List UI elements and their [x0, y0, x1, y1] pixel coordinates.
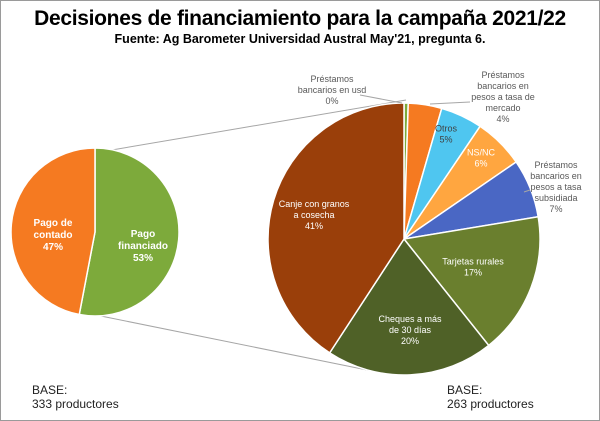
label-pago-financiado: Pago financiado 53% — [118, 229, 168, 264]
label-prestamos-bancarios-en-pesos-a-tasa-subsidiada: Préstamos bancarios en pesos a tasa subsidi… — [530, 160, 582, 214]
leader-subsidiada — [523, 189, 531, 193]
slice-pago-de-contado — [10, 147, 96, 316]
label-canje-con-granos-a-cosecha: Canje con granos a cosecha 41% — [279, 199, 350, 231]
label-otros: Otros 5% — [435, 124, 458, 145]
label-pago-de-contado: Pago de contado 47% — [34, 218, 73, 253]
base-left-value: 333 productores — [32, 397, 119, 411]
base-left: BASE: 333 productores — [32, 383, 119, 411]
base-right-value: 263 productores — [447, 397, 534, 411]
chart-title: Decisiones de financiamiento para la cam… — [34, 7, 566, 30]
slice-canje-con-granos-a-cosecha — [267, 102, 405, 354]
base-left-label: BASE: — [32, 383, 68, 397]
chart-subtitle: Fuente: Ag Barometer Universidad Austral… — [114, 32, 486, 46]
base-right: BASE: 263 productores — [447, 383, 534, 411]
leader-mercado — [429, 101, 471, 105]
connector-line-bottom — [85, 312, 373, 372]
label-cheques-a-mas-de-30-dias: Cheques a más de 30 días 20% — [378, 314, 442, 346]
slice-pago-financiado — [78, 147, 180, 317]
label-tarjetas-rurales: Tarjetas rurales 17% — [442, 257, 504, 278]
slice-tarjetas-rurales — [402, 215, 541, 347]
label-prestamos-bancarios-en-pesos-a-tasa-de-mercado: Préstamos bancarios en pesos a tasa de merc… — [471, 70, 535, 124]
leader-usd — [359, 94, 403, 104]
slice-cheques-a-mas-de-30-dias — [328, 237, 490, 376]
label-prestamos-bancarios-en-usd: Préstamos bancarios en usd 0% — [298, 74, 367, 106]
connector-line-top — [99, 99, 407, 153]
label-ns-nc: NS/NC 6% — [467, 148, 496, 169]
base-right-label: BASE: — [447, 383, 483, 397]
